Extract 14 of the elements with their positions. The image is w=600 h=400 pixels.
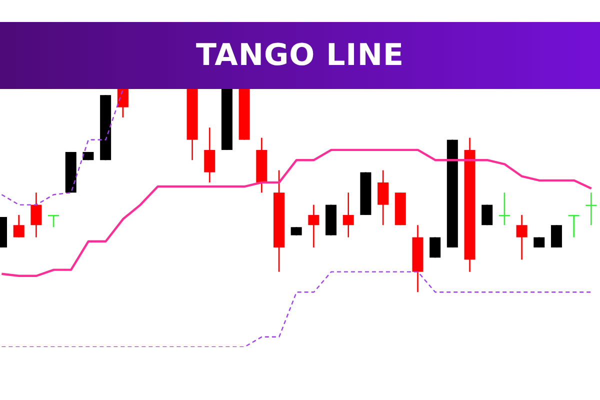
candlestick (550, 224, 562, 248)
candlestick (117, 89, 128, 118)
candlestick (498, 192, 510, 226)
candlestick (378, 170, 389, 226)
candlestick (48, 214, 60, 228)
candlestick (342, 192, 354, 238)
chart-title: TANGO LINE (196, 38, 404, 73)
candlestick (568, 214, 580, 238)
candlestick (516, 214, 528, 260)
candlestick (308, 204, 320, 248)
candlestick (204, 126, 216, 184)
candlestick (13, 214, 24, 238)
candlestick (30, 192, 42, 238)
title-banner: TANGO LINE (0, 22, 600, 89)
